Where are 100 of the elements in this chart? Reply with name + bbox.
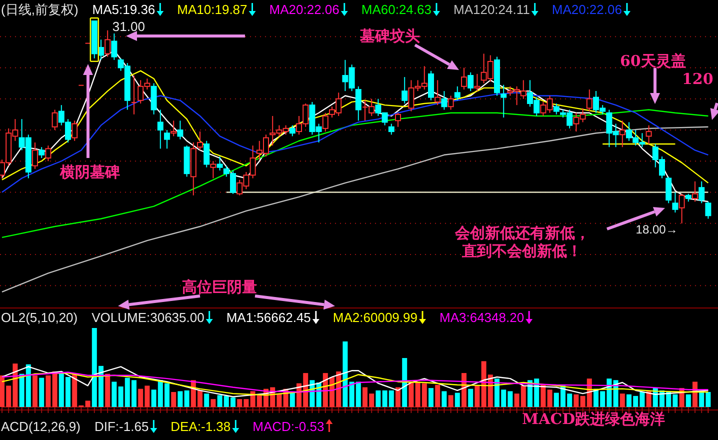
bar [32, 375, 38, 407]
candlestick [454, 86, 460, 101]
bar [184, 390, 190, 407]
annotation: 120 [682, 70, 714, 88]
candlestick [170, 120, 177, 137]
bar [210, 399, 216, 407]
candlestick [448, 95, 454, 110]
annotation: 横阴墓碑 [59, 163, 120, 181]
candlestick [204, 140, 210, 168]
text: 会创新低还有新低， [454, 224, 590, 242]
bar [435, 384, 440, 407]
text: MA20:22.06 [552, 2, 622, 17]
candlestick [72, 120, 78, 142]
text: DIF:-1.65 [94, 419, 149, 434]
bar [474, 386, 480, 407]
bar [408, 382, 414, 407]
candlestick [692, 180, 698, 202]
candlestick [395, 112, 401, 128]
text: MA120:24.11 [453, 2, 530, 17]
bar [342, 341, 348, 407]
bar [686, 394, 691, 407]
text: MA10:19.87 [177, 2, 248, 17]
bar [620, 394, 625, 407]
bar [52, 371, 58, 407]
annotation: 墓碑坟头 [359, 27, 420, 45]
candlestick [698, 180, 705, 204]
bar [46, 375, 51, 407]
bar [290, 392, 295, 407]
candlestick [355, 86, 362, 122]
bar [646, 391, 652, 407]
text: MA5:19.36 [92, 2, 156, 17]
legend-label: MA1:56662.45 [226, 310, 311, 325]
candlestick [132, 74, 136, 115]
bar [85, 400, 90, 407]
bar [178, 391, 183, 407]
candlestick [111, 32, 118, 60]
chart-title: OL2(5,10,20) [1, 310, 78, 325]
bar [442, 391, 447, 407]
candlestick [210, 160, 216, 179]
candlestick [52, 109, 58, 130]
candlestick [474, 73, 480, 92]
candlestick [428, 70, 434, 101]
candlestick [150, 82, 157, 115]
candlestick [441, 90, 448, 110]
text: ACD(12,26,9) [1, 419, 80, 434]
annotation: 18.00→ [636, 222, 678, 236]
candlestick [38, 146, 45, 159]
candlestick [666, 176, 672, 204]
text: MACD:-0.53 [252, 419, 324, 434]
candlestick [553, 103, 560, 115]
chart-title: (日线,前复权) [1, 2, 78, 17]
candlestick [705, 201, 712, 220]
candlestick [500, 84, 507, 118]
bar [547, 390, 552, 407]
candlestick [45, 145, 52, 162]
candlestick [164, 129, 170, 150]
text: 直到不会创新低！ [461, 242, 582, 260]
candlestick [468, 72, 474, 92]
annotation: 60天灵盖 [620, 52, 686, 70]
text: MACD跌进绿色海洋 [522, 410, 666, 428]
bar [112, 382, 117, 407]
bar [540, 384, 546, 407]
candlestick [434, 80, 441, 106]
candlestick [157, 109, 164, 150]
bar [468, 388, 474, 407]
bar [171, 392, 176, 407]
bar [105, 374, 110, 407]
bar [454, 392, 460, 407]
bar [402, 358, 408, 407]
bar [396, 387, 400, 407]
text: MA60:24.63 [361, 2, 432, 17]
candlestick [586, 89, 592, 112]
candlestick [104, 30, 111, 58]
candlestick [289, 124, 296, 137]
bar [428, 388, 434, 407]
legend-label: VOLUME:30635.00 [92, 310, 204, 325]
legend-label: MA2:60009.99 [332, 310, 418, 325]
bar [574, 394, 579, 407]
annotation: 31.00 [112, 19, 145, 34]
candlestick [678, 193, 685, 224]
bar [692, 382, 698, 407]
candlestick [388, 123, 394, 136]
bar [204, 394, 210, 407]
candlestick [32, 142, 38, 170]
candlestick [322, 112, 328, 132]
candlestick [216, 156, 223, 171]
legend-label: MA3:64348.20 [440, 310, 524, 325]
candlestick [619, 120, 626, 148]
candlestick [177, 120, 184, 140]
text: MA20:22.06 [269, 2, 340, 17]
bar [376, 390, 381, 407]
bar [39, 378, 44, 407]
candlestick [646, 124, 652, 144]
bar [448, 395, 454, 407]
text: DEA:-1.38 [170, 419, 231, 434]
candlestick [461, 67, 467, 90]
candlestick [402, 76, 408, 104]
candlestick [672, 192, 678, 213]
text: 高位巨阴量 [182, 278, 257, 296]
candlestick [197, 131, 203, 151]
